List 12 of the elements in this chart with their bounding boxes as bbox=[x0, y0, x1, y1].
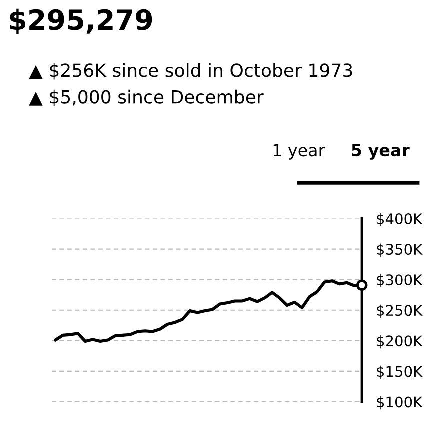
y-tick-label: $100K bbox=[377, 396, 423, 410]
y-tick-label: $250K bbox=[377, 304, 423, 318]
text: ▲ $5,000 since December bbox=[29, 90, 264, 106]
text: ▲ $256K since sold in October 1973 bbox=[29, 63, 352, 80]
text: 5 year bbox=[352, 144, 410, 160]
y-tick-label: $300K bbox=[377, 274, 423, 288]
chart-title: $295,279 bbox=[10, 8, 152, 34]
y-tick-label: $350K bbox=[377, 244, 423, 258]
y-tick-label: $400K bbox=[377, 213, 423, 226]
y-tick-label: $150K bbox=[377, 366, 423, 380]
y-tick-label: $200K bbox=[377, 335, 423, 349]
text: 1 year bbox=[274, 144, 326, 160]
